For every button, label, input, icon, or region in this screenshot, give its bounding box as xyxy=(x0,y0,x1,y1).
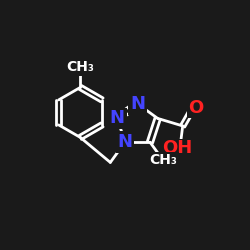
Text: CH₃: CH₃ xyxy=(149,154,177,168)
Text: CH₃: CH₃ xyxy=(66,60,94,74)
Text: N: N xyxy=(130,95,145,113)
Text: OH: OH xyxy=(162,140,193,158)
Text: N: N xyxy=(110,110,125,128)
Text: N: N xyxy=(118,133,132,151)
Text: O: O xyxy=(188,100,204,117)
